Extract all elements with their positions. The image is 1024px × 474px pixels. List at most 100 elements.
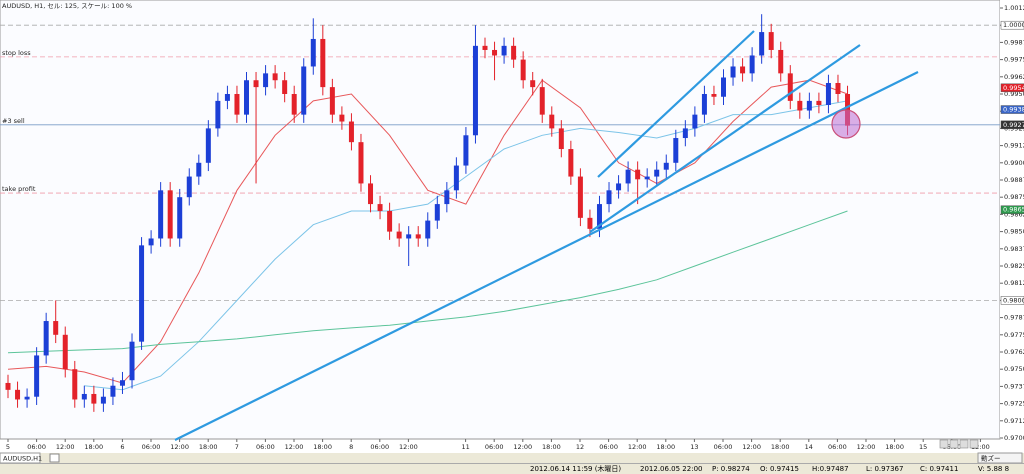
candle-body bbox=[806, 100, 812, 111]
x-tick-label: 15 bbox=[919, 443, 927, 451]
candle-body bbox=[501, 45, 507, 56]
status-price: P: 0.98274 bbox=[712, 465, 750, 473]
price-tag bbox=[1000, 105, 1024, 114]
x-tick-label: 8 bbox=[349, 443, 353, 451]
tab-label[interactable]: AUDUSD,H1 bbox=[3, 455, 42, 463]
x-tick-label: 06:00 bbox=[142, 443, 161, 451]
candle-body bbox=[91, 393, 97, 404]
candle-body bbox=[24, 396, 30, 400]
candle-body bbox=[177, 197, 183, 239]
candle-body bbox=[396, 231, 402, 239]
x-tick-label: 6 bbox=[120, 443, 124, 451]
window-title: AUDUSD, H1, セル: 125, スケール: 100 % bbox=[2, 2, 132, 10]
price-tag bbox=[1000, 83, 1024, 93]
tab[interactable] bbox=[0, 452, 41, 463]
scroll-button[interactable] bbox=[949, 439, 959, 449]
candle-body bbox=[549, 114, 555, 129]
candle-body bbox=[587, 217, 593, 229]
candle-body bbox=[110, 385, 116, 397]
x-tick-label: 18:00 bbox=[84, 443, 103, 451]
trendline bbox=[597, 30, 755, 178]
candle-body bbox=[43, 321, 49, 356]
candle-body bbox=[635, 169, 641, 180]
price-tag bbox=[1000, 205, 1024, 214]
scroll-button[interactable] bbox=[939, 439, 949, 449]
candle-body bbox=[15, 389, 21, 400]
candle-body bbox=[215, 100, 221, 129]
y-tick-label: 0.99500 bbox=[1004, 90, 1024, 98]
candle-body bbox=[348, 121, 354, 143]
candle-body bbox=[186, 176, 192, 198]
zoom-button-label[interactable]: 動ズー bbox=[981, 454, 1001, 463]
status-low: L: 0.97367 bbox=[866, 465, 904, 473]
level-label: #3 sell bbox=[2, 117, 25, 125]
trendline bbox=[589, 44, 861, 233]
candle-body bbox=[291, 94, 297, 115]
candle-body bbox=[119, 380, 125, 386]
tab-bar bbox=[0, 453, 1024, 463]
candle-body bbox=[616, 183, 622, 191]
candle-body bbox=[358, 142, 364, 184]
status-time: 2012.06.14 11:59 (木曜日) bbox=[530, 465, 622, 473]
candle-body bbox=[596, 204, 602, 229]
candle-body bbox=[740, 66, 746, 74]
candle-body bbox=[692, 114, 698, 129]
status-high: H:0.97487 bbox=[812, 465, 849, 473]
plot-area bbox=[0, 0, 1001, 440]
y-tick-label: 0.98125 bbox=[1004, 279, 1024, 287]
moving-average bbox=[7, 79, 848, 384]
candle-body bbox=[797, 100, 803, 111]
level-label: take profit bbox=[2, 185, 36, 193]
x-tick-label: 18:00 bbox=[542, 443, 561, 451]
candle-body bbox=[34, 355, 40, 397]
candle-body bbox=[434, 204, 440, 221]
price-tag-label: 0.99545 bbox=[1003, 84, 1024, 92]
level-label: stop loss bbox=[2, 49, 31, 57]
candle-body bbox=[663, 162, 669, 170]
x-tick-label: 06:00 bbox=[828, 443, 847, 451]
candle-body bbox=[673, 138, 679, 163]
candle-body bbox=[463, 135, 469, 166]
y-tick-label: 0.98250 bbox=[1004, 262, 1024, 270]
x-tick-label: 12:00 bbox=[971, 443, 990, 451]
candle-body bbox=[368, 183, 374, 205]
x-tick-label: 06:00 bbox=[599, 443, 618, 451]
y-tick-label: 0.98625 bbox=[1004, 210, 1024, 218]
y-tick-label: 0.98875 bbox=[1004, 176, 1024, 184]
candle-body bbox=[835, 82, 841, 94]
candle-body bbox=[100, 396, 106, 404]
scroll-button[interactable] bbox=[969, 439, 979, 449]
trendlines bbox=[174, 30, 919, 441]
x-tick-label: 13 bbox=[690, 443, 698, 451]
y-tick-label: 0.97625 bbox=[1004, 348, 1024, 356]
moving-average bbox=[7, 210, 848, 354]
price-tag-label: 0.98659 bbox=[1003, 206, 1024, 214]
candle-body bbox=[196, 162, 202, 177]
candle-body bbox=[224, 94, 230, 101]
price-tag bbox=[1000, 296, 1024, 305]
scroll-buttons bbox=[939, 439, 979, 449]
x-tick-label: 06:00 bbox=[27, 443, 46, 451]
candle-body bbox=[444, 190, 450, 205]
y-tick-label: 0.97000 bbox=[1004, 434, 1024, 442]
candle-body bbox=[244, 80, 249, 115]
candle-body bbox=[301, 66, 307, 115]
candle-body bbox=[158, 190, 164, 239]
tab-icon[interactable] bbox=[49, 453, 60, 463]
x-tick-label: 18:00 bbox=[885, 443, 904, 451]
candle-body bbox=[406, 234, 412, 239]
candle-body bbox=[625, 169, 631, 184]
x-tick-label: 18:00 bbox=[199, 443, 218, 451]
candle-body bbox=[62, 334, 68, 370]
candle-body bbox=[53, 321, 59, 335]
candle-body bbox=[5, 382, 11, 390]
candle-body bbox=[234, 94, 240, 115]
x-tick-label: 12 bbox=[576, 443, 584, 451]
trendline bbox=[174, 71, 919, 441]
scroll-button[interactable] bbox=[959, 439, 969, 449]
candle-body bbox=[472, 45, 478, 136]
y-tick-label: 0.97875 bbox=[1004, 314, 1024, 322]
candle-body bbox=[282, 80, 288, 94]
zoom-button[interactable] bbox=[977, 452, 1023, 463]
